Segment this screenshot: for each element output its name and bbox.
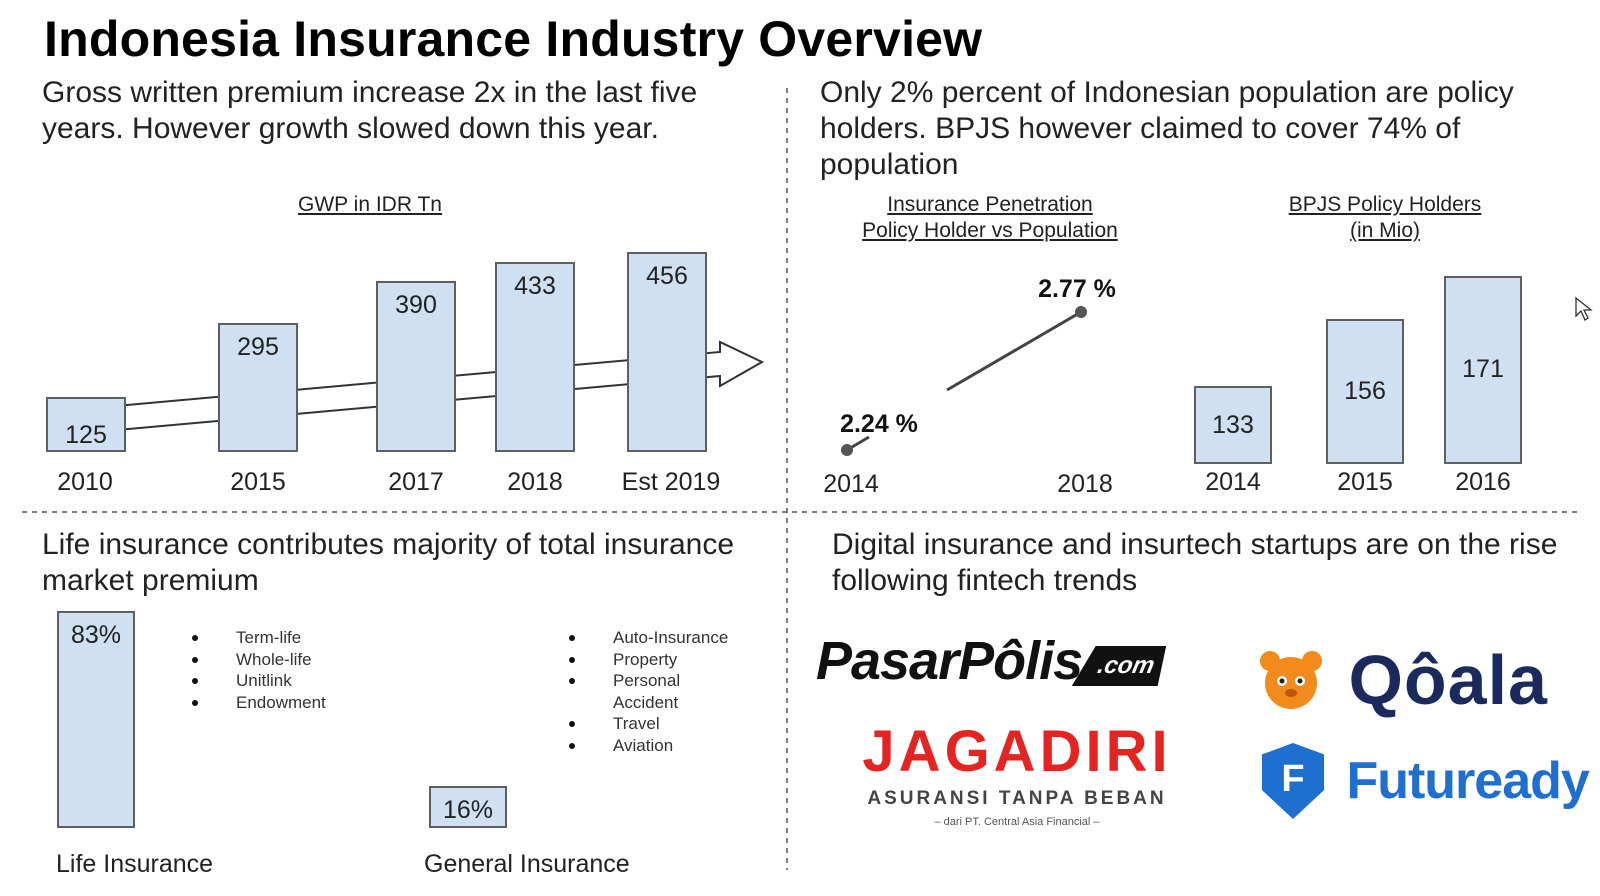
futuready-wordmark: Futuready <box>1346 752 1589 810</box>
qoala-wordmark: Qôala <box>1348 641 1548 719</box>
penetration-point <box>841 444 853 456</box>
bar-gwp-2: 390 <box>376 280 456 452</box>
penetration-title-line1: Insurance Penetration <box>887 193 1093 216</box>
penetration-value-label: 2.77 % <box>1038 275 1116 303</box>
penetration-chart-title: Insurance Penetration Policy Holder vs P… <box>830 192 1150 244</box>
x-tick-label: 2015 <box>230 468 286 496</box>
penetration-value-label: 2.24 % <box>840 410 918 438</box>
bar-gwp-0: 125 <box>46 397 126 452</box>
x-tick-label: 2010 <box>57 468 113 496</box>
x-tick-label: 2018 <box>1057 470 1113 498</box>
life-insurance-description: Life insurance contributes majority of t… <box>42 528 735 597</box>
bar-bpjs-0: 133 <box>1194 386 1272 464</box>
bpjs-title-line2: (in Mio) <box>1349 219 1420 242</box>
qoala-logo: Qôala <box>1258 640 1548 720</box>
life-product-item: Whole-life <box>188 649 326 671</box>
jagadiri-subline: – dari PT. Central Asia Financial – <box>934 816 1100 828</box>
x-tick-label: 2018 <box>507 468 563 496</box>
general-product-item: Auto-Insurance <box>565 627 728 649</box>
general-products-list: Auto-Insurance Property Personal Acciden… <box>565 627 728 756</box>
pasarpolis-wordmark: PasarPôlis <box>816 631 1083 691</box>
penetration-line-segment <box>946 310 1082 392</box>
bar-gwp-4: 456 <box>627 252 707 452</box>
insurtech-description: Digital insurance and insurtech startups… <box>832 528 1558 597</box>
life-product-item: Endowment <box>188 692 326 714</box>
x-tick-label: 2015 <box>1337 468 1393 496</box>
bar-value-label: 156 <box>1344 377 1386 406</box>
penetration-description: Only 2% percent of Indonesian population… <box>820 76 1514 181</box>
life-product-item: Unitlink <box>188 670 326 692</box>
bar-value-label: 16% <box>442 796 494 825</box>
bar-value-label: 433 <box>514 272 556 301</box>
page-title: Indonesia Insurance Industry Overview <box>44 11 983 67</box>
x-tick-label: 2014 <box>823 470 879 498</box>
life-products-list: Term-life Whole-life Unitlink Endowment <box>188 627 326 713</box>
bar-gwp-3: 433 <box>495 262 575 452</box>
x-tick-label: Est 2019 <box>621 468 721 496</box>
x-tick-label: 2014 <box>1205 468 1261 496</box>
bar-value-label: 171 <box>1462 355 1504 384</box>
gwp-chart-title: GWP in IDR Tn <box>298 193 442 216</box>
x-tick-label: 2016 <box>1455 468 1511 496</box>
general-product-item: Aviation <box>565 735 728 757</box>
bar-value-label: 295 <box>237 332 279 361</box>
jagadiri-logo: JAGADIRI ASURANSI TANPA BEBAN – dari PT.… <box>852 719 1182 829</box>
bar-share-1: 16% <box>429 786 507 828</box>
mouse-cursor-icon <box>1575 296 1593 321</box>
bar-value-label: 83% <box>70 621 122 649</box>
x-tick-label: Life Insurance <box>56 850 214 878</box>
penetration-line-chart: 2.24 % 2014 2.77 % 2018 <box>823 275 1116 498</box>
bar-value-label: 390 <box>395 290 437 319</box>
bar-value-label: 456 <box>646 262 688 290</box>
futuready-shield-icon: F <box>1262 743 1324 819</box>
bar-value-label: 125 <box>65 420 107 449</box>
bar-gwp-1: 295 <box>218 322 298 452</box>
bar-bpjs-1: 156 <box>1326 319 1404 464</box>
general-product-item: Travel <box>565 713 728 735</box>
pasarpolis-logo: PasarPôlis .com <box>816 630 1162 692</box>
bar-bpjs-2: 171 <box>1444 275 1522 464</box>
jagadiri-wordmark: JAGADIRI <box>862 719 1172 784</box>
bpjs-title-line1: BPJS Policy Holders <box>1288 193 1482 216</box>
jagadiri-tagline: ASURANSI TANPA BEBAN <box>867 788 1167 809</box>
futuready-logo: F Futuready <box>1262 743 1590 819</box>
penetration-title-line2: Policy Holder vs Population <box>862 219 1118 242</box>
x-tick-label: General Insurance <box>424 850 630 878</box>
general-product-item: Accident <box>613 692 679 712</box>
bar-share-0: 83% <box>57 611 135 828</box>
pasarpolis-domain-badge: .com <box>1072 646 1167 686</box>
gwp-description: Gross written premium increase 2x in the… <box>42 76 698 145</box>
qoala-mascot-icon <box>1260 651 1322 709</box>
bar-value-label: 133 <box>1212 410 1254 439</box>
general-product-item: Personal <box>565 670 728 692</box>
x-tick-label: 2017 <box>388 468 444 496</box>
penetration-point <box>1075 306 1087 318</box>
general-product-item: Property <box>565 649 728 671</box>
life-product-item: Term-life <box>188 627 326 649</box>
bpjs-chart-title: BPJS Policy Holders (in Mio) <box>1255 192 1515 244</box>
